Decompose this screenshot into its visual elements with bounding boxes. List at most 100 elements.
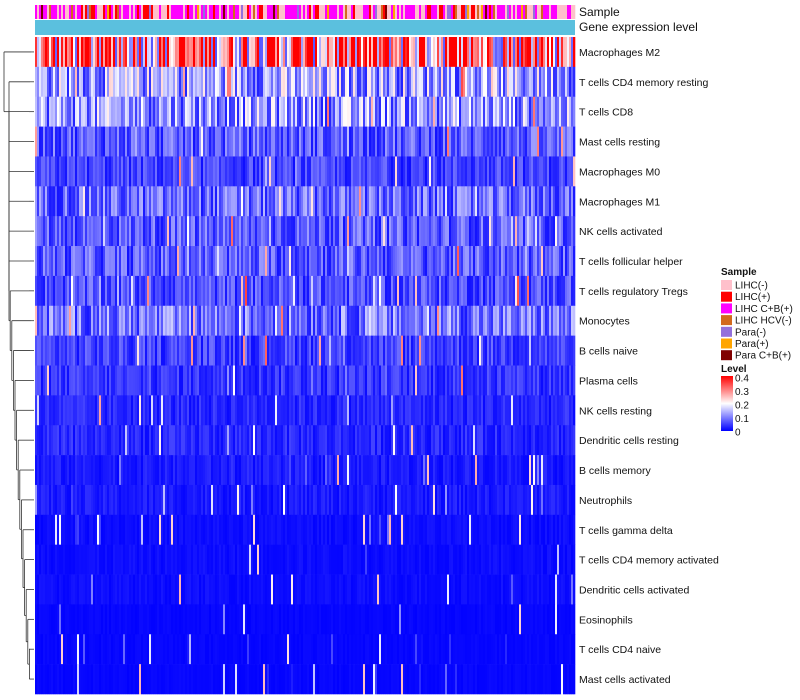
heatmap-cell	[353, 66, 356, 98]
heatmap-cell	[557, 66, 560, 98]
heatmap-cell	[263, 216, 266, 247]
heatmap-cell	[203, 395, 206, 426]
heatmap-cell	[343, 484, 346, 516]
heatmap-cell	[65, 335, 68, 366]
heatmap-cell	[65, 66, 68, 98]
heatmap-cell	[349, 365, 352, 396]
heatmap-cell	[109, 305, 112, 336]
heatmap-cell	[287, 484, 290, 516]
heatmap-cell	[525, 305, 528, 336]
sample-annotation-cell	[271, 5, 274, 19]
heatmap-cell	[127, 514, 130, 545]
heatmap-cell	[401, 66, 404, 98]
heatmap-cell	[201, 514, 204, 545]
heatmap-cell	[89, 96, 92, 127]
heatmap-cell	[231, 37, 234, 68]
heatmap-cell	[115, 66, 118, 98]
heatmap-cell	[527, 484, 530, 516]
heatmap-cell	[391, 514, 394, 545]
heatmap-cell	[395, 305, 398, 336]
heatmap-cell	[339, 246, 342, 277]
heatmap-cell	[153, 305, 156, 336]
heatmap-cell	[255, 126, 258, 157]
heatmap-cell	[177, 126, 180, 157]
heatmap-cell	[435, 126, 438, 157]
heatmap-cell	[343, 156, 346, 187]
heatmap-cell	[495, 37, 498, 68]
heatmap-cell	[63, 395, 66, 426]
heatmap-cell	[483, 305, 486, 336]
heatmap-cell	[411, 275, 414, 307]
heatmap-cell	[539, 126, 542, 157]
heatmap-cell	[239, 455, 242, 486]
heatmap-cell	[245, 395, 248, 426]
heatmap-cell	[497, 156, 500, 187]
heatmap-cell	[547, 425, 550, 456]
heatmap-cell	[125, 126, 128, 157]
heatmap-cell	[483, 186, 486, 217]
heatmap-cell	[311, 275, 314, 307]
heatmap-cell	[81, 246, 84, 277]
heatmap-cell	[79, 425, 82, 456]
heatmap-cell	[41, 395, 44, 426]
heatmap-cell	[337, 246, 340, 277]
heatmap-cell	[289, 66, 292, 98]
heatmap-cell	[335, 246, 338, 277]
heatmap-cell	[415, 335, 418, 366]
heatmap-cell	[323, 305, 326, 336]
heatmap-cell	[63, 96, 66, 127]
heatmap-cell	[133, 216, 136, 247]
heatmap-cell	[179, 96, 182, 127]
heatmap-cell	[79, 455, 82, 486]
heatmap-cell	[567, 216, 570, 247]
heatmap-cell	[331, 156, 334, 187]
heatmap-cell	[555, 37, 558, 68]
heatmap-cell	[41, 186, 44, 217]
heatmap-cell	[255, 37, 258, 68]
heatmap-cell	[313, 156, 316, 187]
heatmap-cell	[529, 156, 532, 187]
heatmap-cell	[329, 305, 332, 336]
heatmap-cell	[213, 66, 216, 98]
heatmap-cell	[183, 455, 186, 486]
heatmap-cell	[339, 305, 342, 336]
heatmap-cell	[145, 66, 148, 98]
heatmap-cell	[355, 335, 358, 366]
heatmap-cell	[459, 514, 462, 545]
heatmap-cell	[515, 305, 518, 336]
heatmap-cell	[493, 156, 496, 187]
heatmap-cell	[285, 514, 288, 545]
heatmap-cell	[397, 66, 400, 98]
heatmap-cell	[95, 37, 98, 68]
heatmap-cell	[499, 484, 502, 516]
heatmap-cell	[245, 455, 248, 486]
heatmap-cell	[433, 484, 436, 516]
sample-annotation-cell	[273, 5, 276, 19]
heatmap-cell	[169, 66, 172, 98]
heatmap-cell	[75, 275, 78, 307]
heatmap-cell	[231, 455, 234, 486]
sample-annotation-cell	[545, 5, 548, 19]
heatmap-cell	[563, 335, 566, 366]
heatmap-cell	[543, 66, 546, 98]
heatmap-cell	[365, 126, 368, 157]
heatmap-cell	[153, 484, 156, 516]
heatmap-cell	[81, 514, 84, 545]
sample-annotation-cell	[355, 5, 358, 19]
heatmap-cell	[305, 395, 308, 426]
sample-annotation-cell	[409, 5, 412, 19]
heatmap-cell	[477, 395, 480, 426]
heatmap-cell	[409, 275, 412, 307]
heatmap-cell	[399, 246, 402, 277]
heatmap-cell	[57, 305, 60, 336]
heatmap-cell	[447, 335, 450, 366]
heatmap-cell	[405, 186, 408, 217]
heatmap-cell	[529, 216, 532, 247]
heatmap-cell	[463, 216, 466, 247]
heatmap-cell	[533, 335, 536, 366]
heatmap-cell	[431, 216, 434, 247]
heatmap-cell	[253, 365, 256, 396]
heatmap-cell	[489, 156, 492, 187]
heatmap-cell	[567, 96, 570, 127]
heatmap-cell	[511, 96, 514, 127]
